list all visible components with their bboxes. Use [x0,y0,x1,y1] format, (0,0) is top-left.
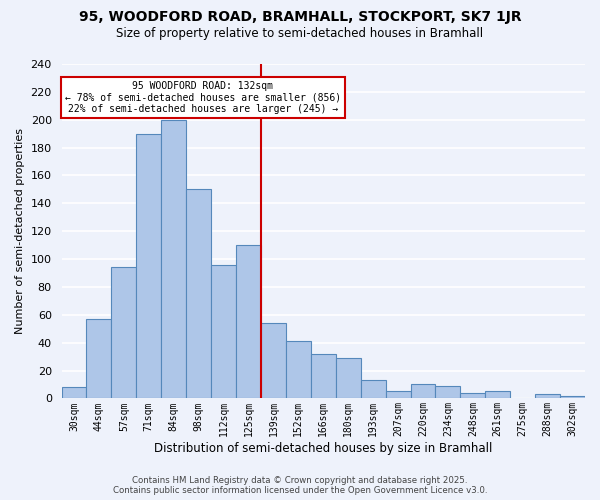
Bar [361,380,386,398]
Bar [386,392,410,398]
Bar [535,394,560,398]
Bar [136,134,161,398]
Bar [560,396,585,398]
Y-axis label: Number of semi-detached properties: Number of semi-detached properties [15,128,25,334]
Bar [336,358,361,399]
Bar [62,388,86,398]
Bar [311,354,336,399]
Bar [112,268,136,398]
Bar [485,392,510,398]
Bar [436,386,460,398]
Text: 95, WOODFORD ROAD, BRAMHALL, STOCKPORT, SK7 1JR: 95, WOODFORD ROAD, BRAMHALL, STOCKPORT, … [79,10,521,24]
Text: Contains HM Land Registry data © Crown copyright and database right 2025.
Contai: Contains HM Land Registry data © Crown c… [113,476,487,495]
Bar [211,264,236,398]
Bar [236,245,261,398]
Text: Size of property relative to semi-detached houses in Bramhall: Size of property relative to semi-detach… [116,28,484,40]
X-axis label: Distribution of semi-detached houses by size in Bramhall: Distribution of semi-detached houses by … [154,442,493,455]
Text: 95 WOODFORD ROAD: 132sqm
← 78% of semi-detached houses are smaller (856)
22% of : 95 WOODFORD ROAD: 132sqm ← 78% of semi-d… [65,80,341,114]
Bar [161,120,186,398]
Bar [186,190,211,398]
Bar [261,323,286,398]
Bar [286,342,311,398]
Bar [86,319,112,398]
Bar [460,393,485,398]
Bar [410,384,436,398]
